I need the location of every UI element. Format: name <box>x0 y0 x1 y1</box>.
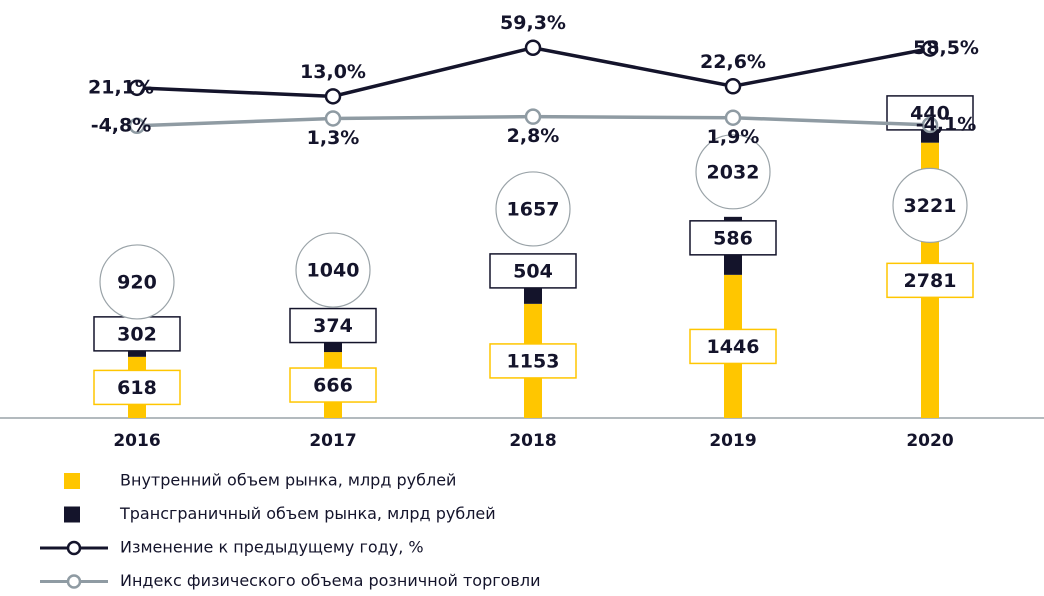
total-label: 920 <box>117 271 157 293</box>
value-label-box <box>886 262 974 299</box>
total-circle <box>295 232 371 308</box>
value-label: 1153 <box>507 350 560 372</box>
legend-label: Индекс физического объема розничной торг… <box>120 571 540 590</box>
line-value-label: 58,5% <box>913 37 979 59</box>
legend-swatch <box>64 473 80 489</box>
total-circle <box>695 134 771 210</box>
line-value-label: -4,1% <box>916 113 977 135</box>
line-marker <box>724 109 742 126</box>
line-value-label: 22,6% <box>700 51 766 73</box>
x-tick-label: 2019 <box>709 431 756 451</box>
total-label: 1040 <box>307 260 360 282</box>
value-label-box <box>289 307 377 344</box>
total-circle <box>495 171 571 247</box>
line-marker <box>921 116 939 134</box>
line-marker <box>921 40 939 57</box>
value-label-box <box>93 369 181 406</box>
x-tick-label: 2017 <box>309 431 356 451</box>
value-label: 586 <box>713 227 753 249</box>
total-label: 2032 <box>707 161 760 183</box>
legend-label: Внутренний объем рынка, млрд рублей <box>120 471 456 490</box>
line-value-label: 2,8% <box>507 125 560 147</box>
line-marker <box>724 78 742 95</box>
total-circle <box>99 244 175 320</box>
value-label: 666 <box>313 375 353 397</box>
line-marker <box>524 39 542 56</box>
legend-marker <box>66 574 82 589</box>
total-label: 1657 <box>507 198 560 220</box>
x-tick-label: 2018 <box>509 431 556 451</box>
value-label-box <box>689 220 777 256</box>
value-label: 1446 <box>707 336 760 358</box>
value-label: 618 <box>117 377 157 399</box>
line-marker <box>128 117 146 135</box>
value-label-box <box>489 253 577 289</box>
value-label: 2781 <box>904 270 957 292</box>
line-marker <box>324 110 342 127</box>
value-label-box <box>289 367 377 403</box>
line-marker <box>324 88 342 105</box>
line-value-label: 21,1% <box>88 76 154 98</box>
line-value-label: -4,8% <box>91 114 152 136</box>
value-label-box <box>689 328 777 365</box>
legend-label: Изменение к предыдущему году, % <box>120 538 424 557</box>
line-value-label: 1,9% <box>707 126 760 148</box>
value-label: 440 <box>910 102 950 124</box>
value-label-box <box>489 343 577 379</box>
value-label: 504 <box>513 260 553 282</box>
total-label: 3221 <box>904 195 957 217</box>
line-value-label: 1,3% <box>307 127 360 149</box>
value-label: 302 <box>117 323 157 345</box>
line-value-label: 13,0% <box>300 61 366 83</box>
line-marker <box>128 79 146 97</box>
x-tick-label: 2020 <box>906 431 953 451</box>
line-value-label: 59,3% <box>500 12 566 34</box>
total-circle <box>892 167 968 243</box>
legend-swatch <box>64 506 80 523</box>
legend-label: Трансграничный объем рынка, млрд рублей <box>119 504 496 523</box>
line-marker <box>524 108 542 125</box>
value-label: 374 <box>313 315 353 337</box>
x-tick-label: 2016 <box>113 431 160 451</box>
legend-marker <box>66 540 82 556</box>
